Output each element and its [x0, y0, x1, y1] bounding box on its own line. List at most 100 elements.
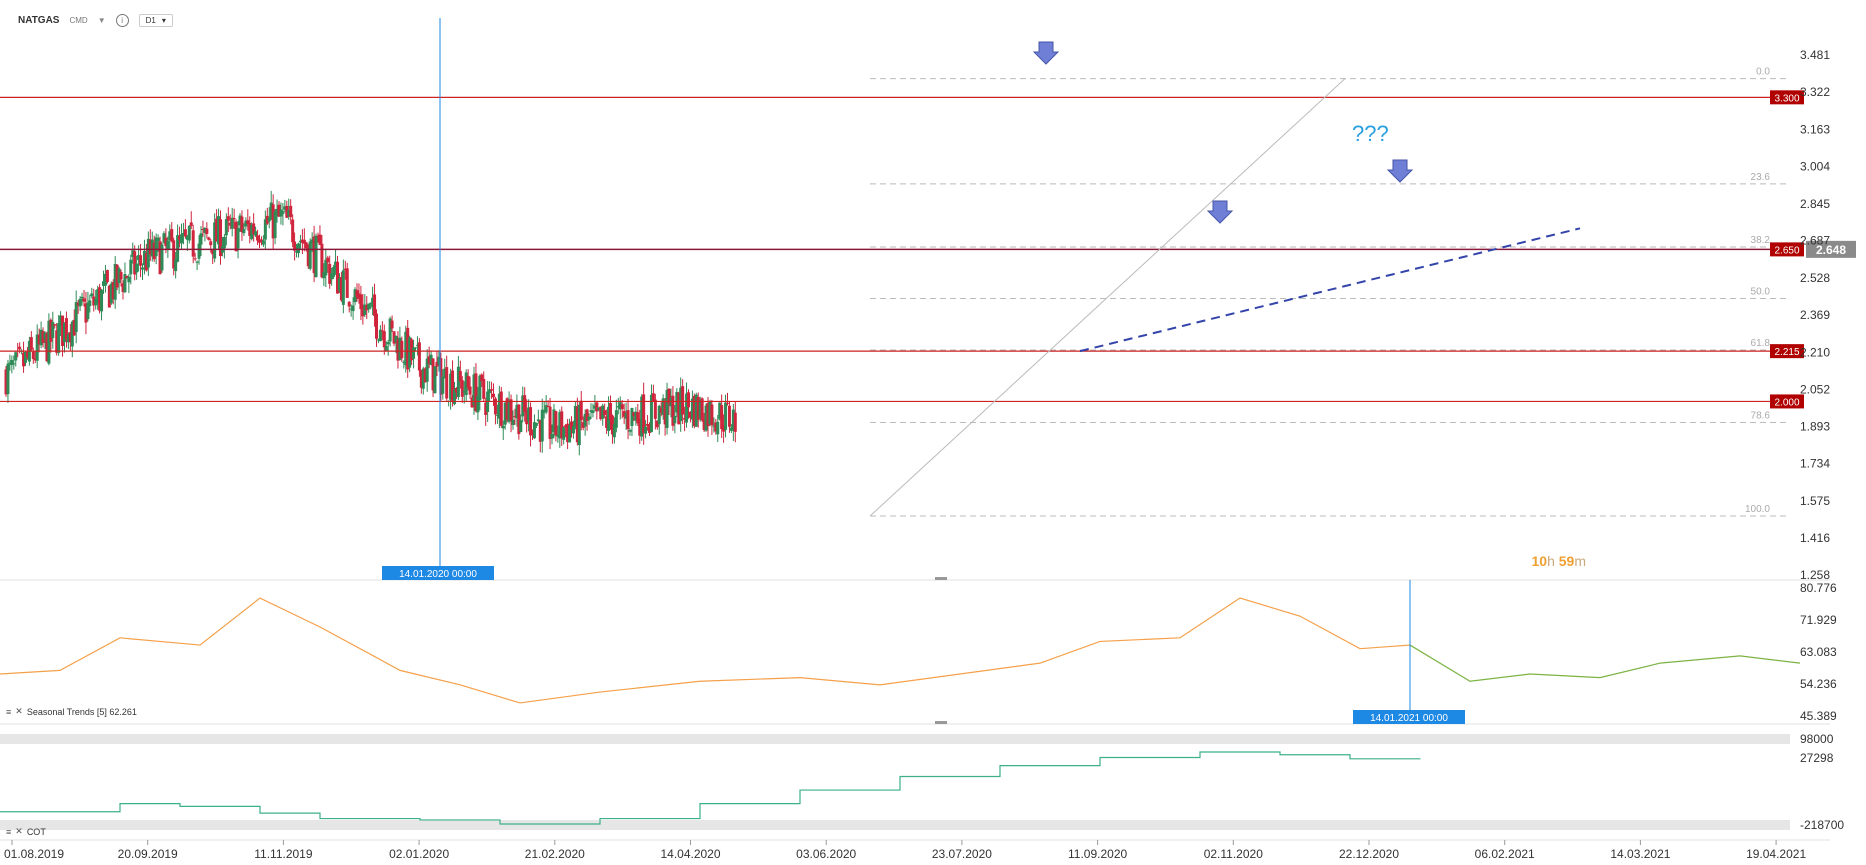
candle-body: [234, 221, 238, 252]
candle-body: [731, 409, 735, 431]
panel-resize-handle[interactable]: [935, 721, 947, 724]
candle-body: [92, 296, 96, 306]
candle-body: [279, 209, 283, 217]
candle-body: [404, 331, 408, 366]
candle-body: [546, 405, 550, 407]
candle-body: [724, 402, 728, 430]
price-tick-label: 3.004: [1800, 160, 1830, 174]
candle-body: [125, 275, 129, 279]
candle-body: [240, 216, 244, 233]
candle-body: [388, 318, 392, 342]
candle-body: [31, 351, 35, 359]
candle-body: [70, 321, 74, 347]
candle-body: [538, 420, 542, 442]
candle-body: [37, 334, 41, 345]
candle-body: [573, 406, 577, 427]
candle-body: [499, 391, 503, 426]
candle-body: [337, 278, 341, 291]
candle-body: [527, 407, 531, 422]
candle-body: [273, 211, 277, 238]
candle-body: [261, 240, 265, 245]
candle-body: [687, 392, 690, 408]
time-tick-label: 06.02.2021: [1475, 847, 1535, 861]
candle-body: [121, 283, 125, 292]
candle-body: [24, 352, 27, 363]
seasonal-tick-label: 45.389: [1800, 709, 1837, 723]
candle-body: [435, 361, 439, 367]
candle-body: [571, 426, 575, 434]
candle-body: [297, 243, 300, 254]
price-tick-label: 3.481: [1800, 48, 1830, 62]
timeframe-select[interactable]: D1 ▾: [138, 14, 173, 27]
candle-body: [696, 396, 700, 420]
candle-body: [511, 419, 515, 425]
candle-body: [53, 324, 57, 326]
candle-body: [558, 412, 562, 439]
arrow-shape: [1386, 159, 1414, 183]
seasonal-legend-text: Seasonal Trends [5] 62.261: [26, 706, 137, 717]
info-icon[interactable]: i: [115, 14, 129, 27]
candle-body: [349, 308, 353, 310]
candle-body: [690, 398, 694, 420]
candle-body: [39, 329, 43, 346]
candle-body: [665, 389, 669, 429]
candle-body: [673, 416, 677, 424]
candle-body: [490, 389, 494, 391]
candle-body: [708, 401, 712, 424]
candle-body: [361, 304, 365, 317]
candle-body: [96, 289, 100, 304]
candle-body: [632, 412, 636, 416]
candle-body: [295, 251, 299, 253]
candle-body: [246, 220, 250, 224]
candle-body: [300, 239, 304, 243]
chevron-down-icon[interactable]: ▼: [97, 16, 106, 25]
candle-body: [12, 363, 16, 365]
candle-body: [14, 352, 18, 361]
candle-body: [298, 240, 302, 243]
candle-body: [462, 390, 466, 393]
candle-body: [160, 244, 164, 271]
candle-body: [431, 358, 435, 391]
candle-body: [347, 301, 351, 307]
close-icon[interactable]: ✕: [15, 706, 23, 716]
candle-body: [634, 411, 638, 421]
timer-minutes: 59: [1558, 553, 1575, 569]
time-tick-label: 02.11.2020: [1204, 847, 1263, 861]
panel-menu-icon[interactable]: ≡: [6, 826, 12, 837]
candle-body: [113, 264, 117, 300]
candle-body: [433, 366, 437, 394]
candle-body: [254, 231, 258, 236]
candle-body: [412, 347, 416, 359]
candle-body: [501, 425, 505, 429]
price-tick-label: 2.687: [1800, 234, 1830, 248]
candle-body: [310, 239, 314, 244]
candle-body: [49, 319, 53, 342]
candle-body: [312, 236, 316, 274]
price-tick-label: 1.734: [1800, 457, 1830, 471]
candle-body: [51, 322, 55, 339]
symbol-label[interactable]: NATGAS: [18, 15, 60, 26]
candle-body: [100, 289, 104, 312]
candle-body: [88, 300, 92, 307]
candle-body: [135, 263, 139, 273]
price-level-tag: [1770, 90, 1804, 105]
panel-menu-icon[interactable]: ≡: [6, 706, 12, 717]
candle-body: [449, 373, 453, 400]
time-tick-label: 02.01.2020: [389, 847, 449, 861]
candle-body: [343, 268, 347, 270]
candle-body: [638, 419, 642, 436]
candle-body: [624, 413, 628, 419]
panel-resize-handle[interactable]: [935, 577, 947, 580]
candle-body: [554, 411, 558, 436]
candle-body: [566, 423, 570, 443]
close-icon[interactable]: ✕: [15, 826, 23, 836]
candle-body: [250, 224, 254, 240]
candle-body: [314, 235, 318, 278]
candle-body: [414, 347, 417, 349]
candle-body: [281, 211, 285, 214]
candle-body: [669, 397, 673, 407]
price-level-tag-text: 2.000: [1774, 397, 1799, 408]
candle-body: [454, 388, 458, 393]
candle-body: [115, 264, 119, 288]
